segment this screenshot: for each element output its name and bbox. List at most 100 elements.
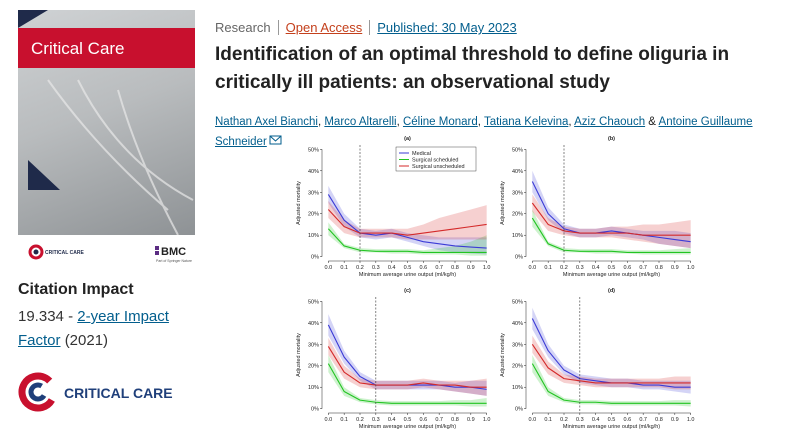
confidence-band (532, 355, 691, 407)
y-tick-label: 40% (512, 169, 523, 175)
y-axis-label: Adjusted mortality (296, 181, 302, 225)
article-title: Identification of an optimal threshold t… (215, 44, 730, 93)
y-axis-label: Adjusted mortality (296, 333, 302, 377)
impact: 19.334 - 2-year Impact Factor (2021) (18, 305, 198, 353)
x-tick-label: 0.9 (671, 265, 679, 271)
confidence-band (532, 170, 691, 249)
x-tick-label: 0.7 (435, 265, 443, 271)
confidence-band (532, 307, 691, 394)
y-tick-label: 40% (308, 169, 319, 175)
author[interactable]: Aziz Chaouch (574, 116, 646, 128)
x-tick-label: 0.6 (624, 417, 632, 423)
x-tick-label: 0.4 (592, 265, 600, 271)
y-tick-label: 0% (311, 407, 319, 413)
series-line (531, 217, 691, 253)
series-line (327, 209, 487, 236)
impact-year: (2021) (64, 332, 109, 349)
x-tick-label: 0.0 (325, 265, 333, 271)
x-tick-label: 0.2 (356, 417, 364, 423)
series-line (327, 228, 487, 253)
series-line (531, 363, 691, 404)
y-axis-label: Adjusted mortality (500, 181, 506, 225)
x-tick-label: 0.7 (639, 417, 647, 423)
publisher: BMC (161, 246, 186, 258)
series-line (531, 181, 691, 243)
author[interactable]: Céline Monard (402, 116, 478, 128)
x-tick-label: 0.3 (576, 417, 584, 423)
authors: Nathan Axel Bianchi, Marco Altarelli, Cé… (215, 112, 780, 152)
cover-logos: CRITICAL CARE BMC Part of Springer Natur… (28, 244, 192, 263)
x-tick-label: 1.0 (483, 417, 491, 423)
y-tick-label: 10% (512, 385, 523, 391)
y-tick-label: 50% (308, 299, 319, 305)
x-tick-label: 0.6 (420, 265, 428, 271)
confidence-band (328, 355, 487, 407)
x-tick-label: 0.9 (467, 417, 475, 423)
y-tick-label: 20% (512, 364, 523, 370)
published-date[interactable]: Published: 30 May 2023 (369, 20, 523, 35)
x-tick-label: 0.7 (639, 265, 647, 271)
x-axis-label: Minimum average urine output (ml/kg/h) (563, 272, 660, 278)
x-axis-label: Minimum average urine output (ml/kg/h) (563, 424, 660, 430)
y-tick-label: 40% (512, 321, 523, 327)
x-tick-label: 0.9 (671, 417, 679, 423)
author[interactable]: Nathan Axel Bianchi (215, 116, 318, 128)
confidence-band (532, 335, 691, 390)
x-tick-label: 0.4 (388, 417, 396, 423)
x-tick-label: 0.8 (451, 417, 459, 423)
legend-label: Medical (412, 151, 431, 157)
author[interactable]: Antoine Guillaume Schneider (215, 116, 753, 148)
confidence-band (328, 200, 487, 240)
x-tick-label: 0.5 (608, 265, 616, 271)
confidence-band (328, 185, 487, 255)
y-tick-label: 30% (512, 342, 523, 348)
panel-title: (d) (608, 288, 615, 294)
cover-art: Critical Care (18, 10, 195, 235)
article-type: Research (215, 20, 271, 35)
y-tick-label: 50% (512, 299, 523, 305)
x-tick-label: 0.4 (388, 265, 396, 271)
x-tick-label: 0.9 (467, 265, 475, 271)
author[interactable]: Tatiana Kelevina (483, 116, 569, 128)
x-tick-label: 0.8 (655, 417, 663, 423)
author[interactable]: Marco Altarelli (324, 116, 397, 128)
confidence-band (328, 222, 487, 256)
y-tick-label: 20% (512, 212, 523, 218)
figure[interactable]: (a) 0% 10% 20% 30% 40% 50% 0.0 0.1 0.2 0.3 0.4 0.5 0.… (288, 130, 700, 440)
series-line (327, 346, 487, 388)
cover-logo: CRITICAL CARE (45, 250, 84, 256)
impact-link[interactable]: 2-year Impact Factor (18, 308, 169, 349)
y-tick-label: 10% (308, 233, 319, 239)
legend-box (395, 146, 477, 172)
x-tick-label: 0.3 (372, 265, 380, 271)
series-line (327, 363, 487, 404)
y-tick-label: 0% (515, 255, 523, 261)
x-tick-label: 0.0 (529, 265, 537, 271)
confidence-band (532, 209, 691, 255)
cover-title: Critical Care (31, 39, 125, 58)
citation-heading: Citation Impact (18, 281, 134, 298)
x-tick-label: 0.5 (404, 417, 412, 423)
open-access[interactable]: Open Access (277, 20, 370, 35)
x-tick-label: 0.2 (560, 417, 568, 423)
y-tick-label: 50% (512, 147, 523, 153)
y-axis-label: Adjusted mortality (500, 333, 506, 377)
breadcrumbs: Research Open Access Published: 30 May 2… (215, 20, 524, 35)
x-tick-label: 0.0 (325, 417, 333, 423)
series-line (327, 194, 487, 249)
journal-logo[interactable]: CRITICAL CARE (16, 370, 196, 414)
email-icon[interactable] (269, 135, 282, 145)
panel-title: (a) (404, 136, 411, 142)
x-tick-label: 0.3 (576, 265, 584, 271)
x-tick-label: 1.0 (687, 265, 695, 271)
x-tick-label: 0.8 (655, 265, 663, 271)
y-tick-label: 30% (308, 190, 319, 196)
publisher-sub: Part of Springer Nature (156, 259, 192, 263)
journal-cover[interactable]: Critical Care (18, 10, 195, 235)
x-tick-label: 0.1 (544, 265, 552, 271)
y-tick-label: 20% (308, 212, 319, 218)
panel-title: (b) (608, 136, 615, 142)
legend-label: Surgical unscheduled (412, 164, 465, 170)
y-tick-label: 0% (515, 407, 523, 413)
